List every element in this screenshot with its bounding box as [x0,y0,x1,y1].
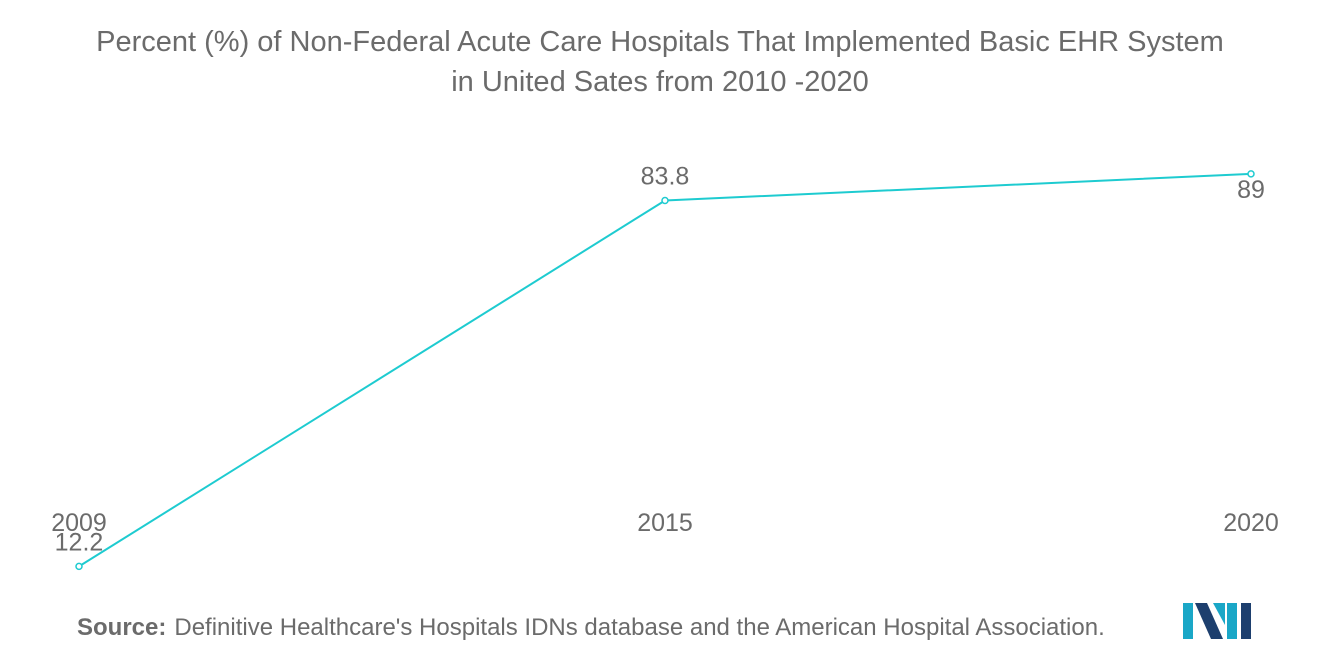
chart-title: Percent (%) of Non-Federal Acute Care Ho… [0,22,1320,102]
x-tick-label-2009: 2009 [51,509,107,537]
data-label-2020: 89 [1237,176,1265,204]
chart-title-line-1: Percent (%) of Non-Federal Acute Care Ho… [96,26,1224,58]
logo-middle-bar [1227,603,1237,639]
logo-right-diagonal [1213,603,1225,625]
x-tick-label-2015: 2015 [637,509,693,537]
series-line [78,172,1252,568]
source-note: Source: Definitive Healthcare's Hospitals… [77,612,1105,644]
data-point-2020 [1247,170,1255,178]
data-label-2015: 83.8 [641,163,690,191]
data-point-2015 [661,196,669,205]
source-text: Definitive Healthcare's Hospitals IDNs d… [174,614,1105,641]
logo-left-bar [1183,603,1193,639]
data-label-2009: 12.2 [55,528,104,556]
mordor-intelligence-logo-icon [1183,603,1251,639]
logo-right-bar [1241,603,1251,639]
data-point-2009 [75,562,83,571]
logo-left-diagonal [1195,603,1223,639]
source-label: Source: [77,614,167,641]
chart-title-line-2: in United Sates from 2010 -2020 [451,66,869,98]
x-tick-label-2020: 2020 [1223,509,1279,537]
